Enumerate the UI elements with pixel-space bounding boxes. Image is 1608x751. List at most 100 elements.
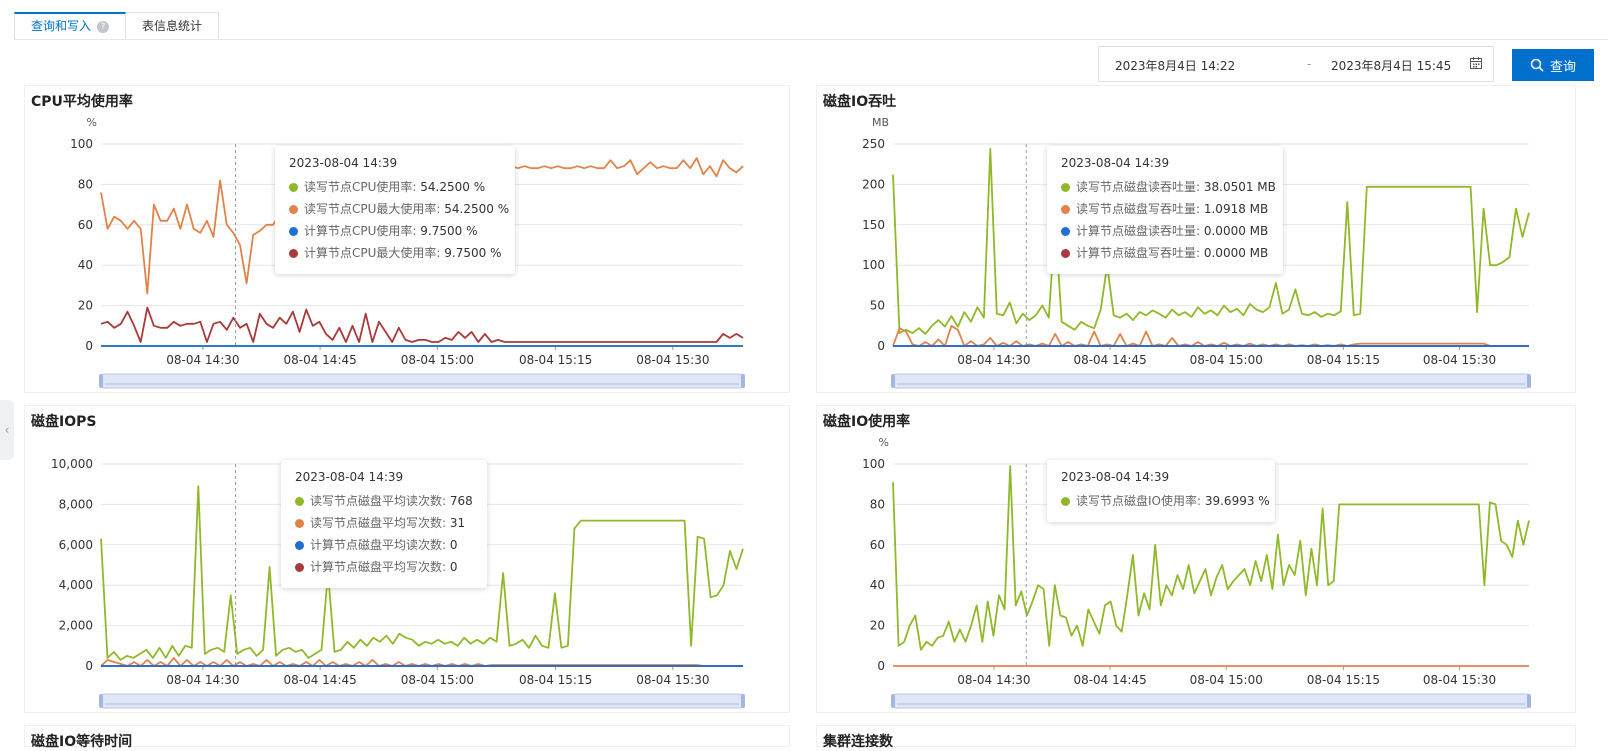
legend-dot — [295, 563, 304, 572]
line-chart: MB 250 200 150 100 50 0 08-04 14:30 08-04 14:45 0… — [862, 116, 1531, 389]
tooltip-row: 读写节点磁盘平均写次数: 31 — [295, 512, 473, 534]
y-tick-label: 40 — [78, 258, 93, 272]
disk-io-throughput-panel: 磁盘IO吞吐 MB 250 200 150 100 50 0 08-04 14:30 08-04… — [816, 85, 1576, 393]
tooltip-label: 读写节点磁盘平均读次数: — [310, 494, 450, 508]
x-tick-label: 08-04 14:45 — [1073, 353, 1146, 367]
query-button-label: 查询 — [1549, 59, 1576, 75]
y-axis-unit: % — [879, 436, 889, 449]
tooltip-row: 读写节点磁盘读吞吐量: 38.0501 MB — [1061, 176, 1276, 198]
zoom-slider-handle-left — [99, 694, 103, 708]
chart-tooltip: 2023-08-04 14:39 读写节点磁盘IO使用率: 39.6993 % — [1047, 460, 1275, 522]
help-icon[interactable]: ? — [97, 20, 110, 33]
y-tick-label: 6,000 — [59, 538, 93, 552]
x-tick-label: 08-04 15:15 — [519, 673, 592, 687]
x-tick-label: 08-04 15:15 — [519, 353, 592, 367]
y-tick-label: 8,000 — [59, 497, 93, 511]
y-tick-label: 2,000 — [59, 619, 93, 633]
y-axis-unit: % — [87, 116, 97, 129]
tooltip-label: 计算节点磁盘平均写次数: — [310, 560, 450, 574]
tooltip-value: 54.2500 % — [420, 180, 486, 194]
tooltip-row: 读写节点磁盘平均读次数: 768 — [295, 490, 473, 512]
tooltip-row: 计算节点磁盘读吞吐量: 0.0000 MB — [1061, 220, 1269, 242]
x-tick-label: 08-04 14:30 — [166, 673, 239, 687]
y-tick-label: 20 — [870, 619, 885, 633]
disk-io-wait-panel: 磁盘IO等待时间 — [24, 725, 790, 750]
tooltip-title: 2023-08-04 14:39 — [295, 470, 404, 484]
calendar-icon[interactable] — [1469, 56, 1483, 73]
zoom-slider-track — [892, 373, 1530, 389]
zoom-slider-track — [892, 693, 1530, 709]
tooltip-value: 0.0000 MB — [1203, 224, 1269, 238]
tooltip-row: 读写节点CPU最大使用率: 54.2500 % — [289, 198, 509, 220]
cluster-connections-panel: 集群连接数 — [816, 725, 1576, 750]
legend-dot — [289, 227, 298, 236]
query-button[interactable]: 查询 — [1512, 49, 1594, 81]
tooltip-title: 2023-08-04 14:39 — [289, 156, 398, 170]
y-tick-label: 10,000 — [51, 457, 93, 471]
x-tick-label: 08-04 15:30 — [636, 673, 709, 687]
tooltip-label: 计算节点磁盘读吞吐量: — [1076, 224, 1204, 238]
tab-query-write[interactable]: 查询和写入? — [14, 12, 127, 39]
legend-dot — [1061, 205, 1070, 214]
start-date[interactable]: 2023年8月4日 14:22 — [1115, 59, 1236, 73]
tooltip-label: 读写节点磁盘平均写次数: — [310, 516, 450, 530]
tab-divider — [14, 39, 1608, 40]
zoom-slider-handle-right — [741, 694, 745, 708]
tooltip-label: 计算节点CPU最大使用率: — [304, 246, 445, 260]
tooltip-value: 1.0918 MB — [1203, 202, 1269, 216]
y-tick-label: 4,000 — [59, 578, 93, 592]
y-tick-label: 0 — [877, 339, 885, 353]
x-tick-label: 08-04 15:00 — [1190, 673, 1263, 687]
zoom-slider-track — [100, 693, 744, 709]
legend-dot — [1061, 497, 1070, 506]
x-tick-label: 08-04 15:30 — [1423, 353, 1496, 367]
panel-title: 磁盘IO使用率 — [823, 414, 911, 430]
y-axis-unit: MB — [872, 116, 889, 129]
tooltip-row: 计算节点磁盘平均写次数: 0 — [295, 556, 473, 578]
end-date[interactable]: 2023年8月4日 15:45 — [1331, 59, 1452, 73]
date-range-picker[interactable]: 2023年8月4日 14:22 - 2023年8月4日 15:45 — [1098, 46, 1494, 82]
tooltip-value: 0 — [449, 560, 458, 574]
tab-query-write-label: 查询和写入 — [31, 19, 92, 33]
line-chart: % 100 80 60 40 20 0 08-04 14:30 08-04 14:45 08-04… — [70, 116, 745, 389]
tooltip-value: 38.0501 MB — [1203, 180, 1276, 194]
x-tick-label: 08-04 14:45 — [283, 673, 356, 687]
tab-table-stats[interactable]: 表信息统计 — [126, 12, 220, 39]
tooltip-value: 54.2500 % — [444, 202, 510, 216]
y-tick-label: 20 — [78, 299, 93, 313]
tooltip-label: 读写节点CPU使用率: — [304, 180, 421, 194]
chart-tooltip: 2023-08-04 14:39 读写节点磁盘平均读次数: 768 读写节点磁盘平均… — [281, 460, 487, 588]
zoom-slider-handle-left — [891, 374, 895, 388]
tab-bar: 查询和写入? 表信息统计 — [14, 12, 220, 40]
series-line-green — [892, 147, 1530, 335]
y-tick-label: 200 — [862, 177, 885, 191]
tooltip-row: 计算节点CPU使用率: 9.7500 % — [289, 220, 501, 242]
sidebar-collapse-handle[interactable]: ‹ — [0, 400, 14, 460]
line-chart: % 100 80 60 40 20 0 08-04 14:30 08-04 14:45 08-04… — [862, 436, 1531, 709]
series-line-red — [100, 306, 744, 343]
tooltip-label: 计算节点磁盘平均读次数: — [310, 538, 450, 552]
x-tick-label: 08-04 15:00 — [401, 673, 474, 687]
zoom-slider-handle-left — [99, 374, 103, 388]
chevron-left-icon: ‹ — [4, 423, 10, 437]
tooltip-row: 计算节点CPU最大使用率: 9.7500 % — [289, 242, 501, 264]
legend-dot — [289, 205, 298, 214]
zoom-slider-handle-right — [741, 374, 745, 388]
tooltip-title: 2023-08-04 14:39 — [1061, 156, 1170, 170]
y-tick-label: 100 — [862, 258, 885, 272]
search-icon — [1530, 58, 1544, 72]
x-tick-label: 08-04 14:45 — [1073, 673, 1146, 687]
tooltip-title: 2023-08-04 14:39 — [1061, 470, 1170, 484]
legend-dot — [295, 541, 304, 550]
legend-dot — [295, 519, 304, 528]
y-tick-label: 250 — [862, 137, 885, 151]
tooltip-label: 读写节点磁盘读吞吐量: — [1076, 180, 1204, 194]
tooltip-label: 读写节点磁盘写吞吐量: — [1076, 202, 1204, 216]
line-chart: 10,000 8,000 6,000 4,000 2,000 0 08-04 14:30 08… — [51, 457, 745, 709]
tooltip-value: 9.7500 % — [444, 246, 502, 260]
x-tick-label: 08-04 15:15 — [1307, 353, 1380, 367]
tooltip-row: 读写节点CPU使用率: 54.2500 % — [289, 176, 501, 198]
legend-dot — [1061, 183, 1070, 192]
zoom-slider-handle-right — [1527, 694, 1531, 708]
disk-io-usage-panel: 磁盘IO使用率 % 100 80 60 40 20 0 08-04 14:30 08-04 14… — [816, 405, 1576, 713]
